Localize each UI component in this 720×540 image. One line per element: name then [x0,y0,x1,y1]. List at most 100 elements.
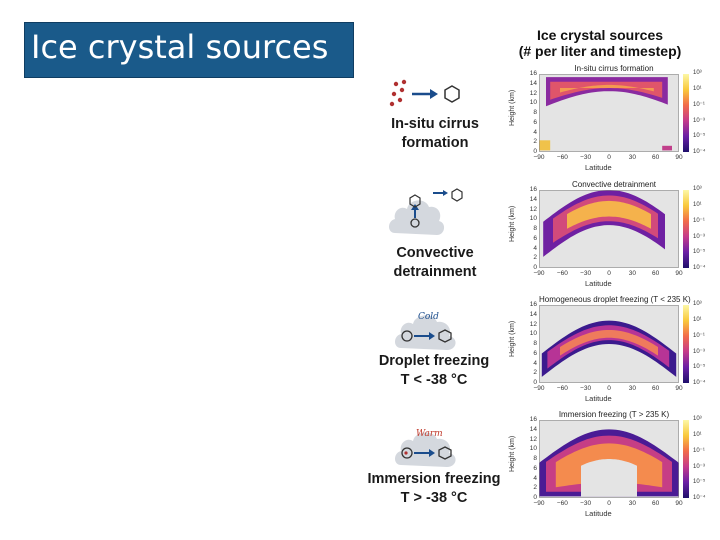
heatmap-region [550,81,663,100]
y-tick-label: 14 [529,310,537,318]
x-tick-label: −60 [556,154,568,161]
column-heading-line1: Ice crystal sources [536,27,664,43]
x-tick-label: −60 [556,385,568,392]
y-tick-label: 8 [533,340,537,347]
colorbar [683,74,689,152]
colorbar-tick-label: 10³ [693,186,702,192]
y-tick-label: 4 [533,474,537,482]
colorbar-tick-label: 10¹ [693,85,702,92]
row-label-line2: detrainment [393,264,477,280]
colorbar-tick-label: 10⁻³ [693,348,705,355]
y-tick-label: 14 [529,195,537,203]
y-tick-label: 8 [533,455,537,462]
y-tick-label: 4 [533,244,537,252]
x-tick-label: 60 [652,270,660,277]
plot-frame [539,305,679,383]
colorbar [683,305,689,383]
heatmap-region [547,325,670,369]
x-tick-label: 30 [628,154,636,161]
heatmap-plot [539,420,679,498]
y-tick-label: 2 [533,484,537,492]
x-tick-label: 60 [652,385,660,392]
warm-cloud-icon [395,432,456,467]
y-tick-label: 8 [533,225,537,232]
x-tick-label: 90 [675,385,683,392]
x-tick-label: −60 [556,270,568,277]
plot-frame [539,74,679,152]
cold-cloud-icon [395,315,456,350]
x-tick-label: −90 [533,500,545,507]
colorbar-tick-label: 10⁻⁵ [693,479,706,486]
y-tick-label: 10 [529,215,537,223]
row-label-line1: In-situ cirrus [391,116,479,132]
heatmap-panel: In-situ cirrus formation 16 14 12 10 8 6 4 2 0 −90… [509,64,715,174]
row-label-immersion: Immersion freezing T > -38 °C [362,470,506,508]
x-tick-label: 30 [628,385,636,392]
y-tick-label: 12 [529,205,537,213]
x-tick-label: 30 [628,500,636,507]
column-heading-line2: (# per liter and timestep) [518,43,682,59]
x-tick-label: 30 [628,270,636,277]
y-tick-label: 6 [533,349,537,357]
x-tick-label: 0 [607,270,611,277]
y-axis-label: Height (km) [509,435,516,472]
x-tick-label: 90 [675,154,683,161]
cloud-updraft-icon [389,188,463,235]
y-tick-label: 8 [533,109,537,116]
heatmap-region [567,200,651,229]
heatmap-region [662,145,672,151]
y-tick-label: 14 [529,79,537,87]
x-axis-label: Latitude [585,163,612,172]
colorbar-tick-label: 10⁻³ [693,117,705,124]
x-tick-label: 60 [652,154,660,161]
y-tick-label: 6 [533,464,537,472]
y-tick-label: 0 [533,379,537,386]
colorbar-tick-label: 10³ [693,416,702,422]
colorbar-tick-label: 10⁻⁴ [693,380,706,386]
y-axis-label: Height (km) [509,320,516,357]
y-tick-label: 10 [529,99,537,107]
y-tick-label: 0 [533,264,537,271]
heatmap-panel: Homogeneous droplet freezing (T < 235 K)… [509,295,715,405]
row-label-line1: Immersion freezing [367,471,501,487]
y-tick-label: 6 [533,118,537,126]
colorbar-tick-label: 10⁻⁵ [693,133,706,140]
y-tick-label: 16 [529,70,537,77]
heatmap-region [560,84,654,93]
column-heading: Ice crystal sources (# per liter and tim… [500,27,700,59]
colorbar-tick-label: 10⁻³ [693,233,705,240]
x-tick-label: −90 [533,154,545,161]
heatmap-panel: Convective detrainment 16 14 12 10 8 6 4 2 0 −90 −6… [509,180,715,290]
colorbar-tick-label: 10¹ [693,316,702,323]
heatmap-plot [539,190,679,268]
y-axis-label: Height (km) [509,89,516,126]
x-axis-label: Latitude [585,509,612,518]
row-label-insitu: In-situ cirrus formation [375,115,495,153]
y-tick-label: 4 [533,128,537,136]
colorbar-tick-label: 10⁻¹ [693,102,705,109]
row-label-convective: Convective detrainment [375,244,495,282]
x-axis-label: Latitude [585,394,612,403]
x-tick-label: −90 [533,385,545,392]
x-tick-label: −90 [533,270,545,277]
colorbar-tick-label: 10⁻⁴ [693,265,706,271]
colorbar-tick-label: 10⁻³ [693,463,705,470]
colorbar-tick-label: 10³ [693,301,702,307]
panel-title: Convective detrainment [571,180,657,189]
y-tick-label: 10 [529,445,537,453]
row-label-line1: Convective [396,245,474,261]
row-label-line2: T > -38 °C [400,490,468,506]
row-label-line2: T < -38 °C [400,372,468,388]
y-tick-label: 10 [529,330,537,338]
heatmap-region [560,330,658,356]
colorbar-tick-label: 10¹ [693,431,702,438]
y-tick-label: 0 [533,148,537,155]
x-tick-label: 60 [652,500,660,507]
panel-title: Immersion freezing (T > 235 K) [558,410,670,419]
panel-title: In-situ cirrus formation [574,64,654,73]
x-tick-label: 0 [607,500,611,507]
x-tick-label: 90 [675,270,683,277]
y-tick-label: 14 [529,425,537,433]
plot-frame [539,420,679,498]
x-tick-label: −60 [556,500,568,507]
